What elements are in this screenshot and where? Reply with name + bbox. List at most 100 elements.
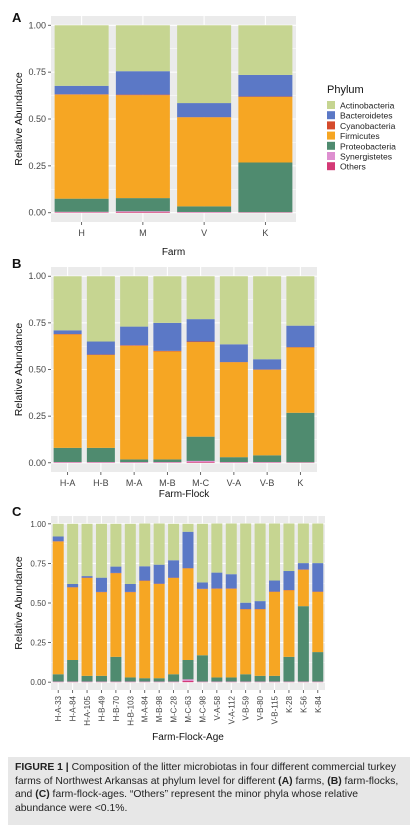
y-tick-label-a: 0.00 <box>28 208 46 218</box>
legend-label-proteobacteria: Proteobacteria <box>340 141 396 151</box>
panel-C: C 0.00 0.25 0.50 0.75 1.00 Relative Abundance H… <box>12 504 325 743</box>
x-tick-label-c: M-C-28 <box>170 695 179 722</box>
y-tick-label-c: 0.00 <box>30 678 46 687</box>
bar-segment-bacteroidetes-m-c <box>186 319 215 342</box>
bar-segment-actinobacteria-h <box>54 25 109 86</box>
bar-segment-actinobacteria-v-a-112 <box>225 523 237 575</box>
bar-segment-bacteroidetes-h-b-103 <box>124 583 136 592</box>
x-tick-label-c: M-C-63 <box>184 695 193 722</box>
bar-segment-proteobacteria-m-c-63 <box>182 660 194 680</box>
x-tick-label-b: V-A <box>227 478 242 488</box>
bar-segment-firmicutes-m-c <box>186 342 215 437</box>
bar-segment-actinobacteria-h-a-33 <box>52 523 64 537</box>
bar-segment-proteobacteria-v-b-59 <box>240 674 252 682</box>
y-tick-label-c: 1.00 <box>30 520 46 529</box>
legend-label-actinobacteria: Actinobacteria <box>340 101 395 111</box>
bar-segment-bacteroidetes-h-b <box>86 341 115 355</box>
caption-ref-c: (C) <box>35 789 50 801</box>
bar-segment-actinobacteria-v-b-59 <box>240 523 252 603</box>
bar-segment-firmicutes-v-b-115 <box>269 591 281 676</box>
bar-segment-actinobacteria-k <box>238 25 293 75</box>
bar-segment-bacteroidetes-k-56 <box>297 563 309 570</box>
x-tick-label-c: V-A-58 <box>213 695 222 720</box>
bar-segment-proteobacteria-m-b-98 <box>153 678 165 682</box>
bar-segment-proteobacteria-v-b-115 <box>269 675 281 682</box>
bar-segment-firmicutes-m-a <box>120 345 149 460</box>
bar-segment-bacteroidetes-v-b <box>253 359 282 370</box>
bar-segment-actinobacteria-v-b-80 <box>254 523 266 602</box>
x-tick-label-c: V-A-112 <box>227 695 236 724</box>
bar-segment-others-h <box>54 212 109 213</box>
bar-segment-bacteroidetes-m <box>115 71 170 95</box>
bar-segment-bacteroidetes-v-a-112 <box>225 574 237 589</box>
caption-ref-a: (A) <box>278 775 293 787</box>
bar-segment-bacteroidetes-v-b-80 <box>254 601 266 610</box>
legend-label-firmicutes: Firmicutes <box>340 131 380 141</box>
bar-segment-proteobacteria-k-56 <box>297 606 309 682</box>
bar-segment-actinobacteria-h-b-49 <box>95 523 107 578</box>
bar-segment-actinobacteria-v-b-115 <box>269 523 281 581</box>
legend-label-others: Others <box>340 162 366 172</box>
bar-segment-actinobacteria-h-b-103 <box>124 523 136 584</box>
bar-segment-actinobacteria-h-a-84 <box>67 523 79 584</box>
bar-segment-proteobacteria-m-c-28 <box>168 674 180 682</box>
bar-segment-proteobacteria-v-a-58 <box>211 677 223 682</box>
x-tick-label-a: V <box>201 228 207 238</box>
y-tick-label-b: 0.00 <box>28 458 46 468</box>
bar-segment-proteobacteria-h-a <box>53 447 82 463</box>
legend-label-synergistetes: Synergistetes <box>340 152 392 162</box>
bar-segment-firmicutes-h-b <box>86 354 115 448</box>
x-tick-label-b: M-A <box>126 478 143 488</box>
bar-segment-others-m-c <box>186 462 215 463</box>
x-tick-label-c: H-B-70 <box>112 695 121 721</box>
legend-label-bacteroidetes: Bacteroidetes <box>340 111 393 121</box>
legend-swatch-cyanobacteria <box>327 121 335 130</box>
bar-segment-actinobacteria-k <box>286 276 315 326</box>
bar-segment-firmicutes-k-84 <box>312 591 324 653</box>
x-tick-label-c: K-28 <box>285 695 294 712</box>
bar-segment-actinobacteria-h-a <box>53 276 82 331</box>
panel-label-a: A <box>12 10 22 25</box>
bar-segment-firmicutes-m <box>115 95 170 199</box>
bar-segment-actinobacteria-h-b-70 <box>110 523 122 567</box>
bar-segment-proteobacteria-v-b <box>253 455 282 463</box>
y-tick-label-a: 0.25 <box>28 161 46 171</box>
caption-text-2: farms, <box>292 775 328 787</box>
x-tick-label-c: H-A-105 <box>83 695 92 725</box>
bar-segment-firmicutes-h-a-33 <box>52 541 64 675</box>
bar-segment-actinobacteria-m-c-63 <box>182 523 194 532</box>
x-tick-label-c: M-C-98 <box>198 695 207 722</box>
bar-segment-proteobacteria-h-a-33 <box>52 674 64 682</box>
caption-text-3: farm-flocks, and <box>15 775 399 801</box>
bar-segment-firmicutes-v-a <box>219 362 248 458</box>
bar-segment-firmicutes-h-a <box>53 334 82 448</box>
bar-segment-firmicutes-m-b-98 <box>153 583 165 679</box>
bar-segment-firmicutes-h <box>54 94 109 199</box>
bar-segment-actinobacteria-v-b <box>253 276 282 360</box>
bar-segment-bacteroidetes-m-b-98 <box>153 564 165 584</box>
y-tick-label-b: 0.50 <box>28 365 46 375</box>
bar-segment-bacteroidetes-m-a-84 <box>139 566 151 581</box>
bar-segment-actinobacteria-m <box>115 25 170 72</box>
caption-ref-b: (B) <box>327 775 342 787</box>
x-tick-label-c: V-B-80 <box>256 695 265 720</box>
bar-segment-others-m <box>115 211 170 213</box>
caption-text-1: Composition of the litter microbiotas in… <box>15 762 396 787</box>
bar-segment-firmicutes-h-a-84 <box>67 587 79 661</box>
bar-segment-bacteroidetes-h-b-70 <box>110 566 122 573</box>
caption-label: FIGURE 1 | <box>15 762 69 773</box>
x-tick-label-c: V-B-59 <box>242 695 251 720</box>
bar-segment-actinobacteria-v <box>177 25 232 104</box>
legend-swatch-proteobacteria <box>327 141 335 150</box>
bar-segment-actinobacteria-m-b-98 <box>153 523 165 565</box>
y-tick-label-a: 0.50 <box>28 114 46 124</box>
x-tick-label-c: M-B-98 <box>155 695 164 722</box>
bar-segment-bacteroidetes-k <box>286 325 315 348</box>
caption-text-4: farm-flock-ages. “Others” represent the … <box>15 789 359 814</box>
bar-segment-bacteroidetes-k-28 <box>283 571 295 591</box>
bar-segment-cyanobacteria-m-a <box>120 345 149 346</box>
bar-segment-bacteroidetes-v-b-59 <box>240 602 252 610</box>
bar-segment-actinobacteria-h-b <box>86 276 115 342</box>
x-tick-label-c: K-84 <box>314 695 323 712</box>
bar-segment-proteobacteria-m <box>115 198 170 212</box>
